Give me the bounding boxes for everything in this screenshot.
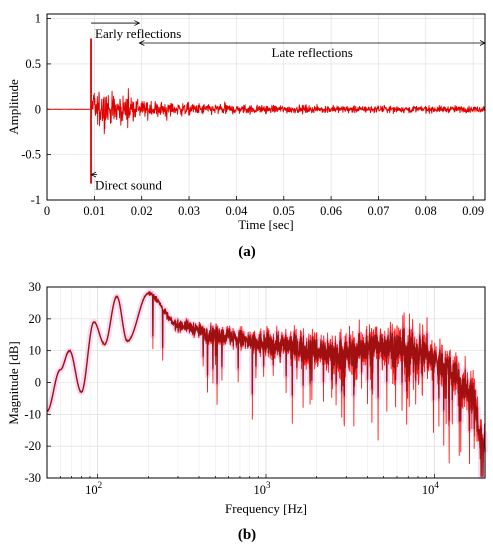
x-tick-label: 103 (254, 480, 272, 497)
y-tick-label: -1 (31, 193, 41, 207)
x-tick-exponent: 2 (98, 480, 103, 490)
impulse-response-line (46, 88, 486, 135)
x-tick-exponent: 3 (266, 480, 271, 490)
y-tick-label: 0 (35, 376, 41, 390)
x-axis-label-a: Time [sec] (238, 217, 294, 232)
x-tick-label: 0.07 (368, 204, 390, 218)
x-tick-label: 102 (85, 480, 102, 497)
y-axis-label-b: Magnitude [dB] (6, 341, 21, 424)
x-tick-base: 10 (422, 483, 435, 497)
x-tick-label: 104 (422, 480, 440, 497)
y-tick-label: -20 (24, 439, 41, 453)
x-tick-label: 0.04 (225, 204, 248, 218)
x-tick-base: 10 (254, 483, 267, 497)
magnitude-smoothed-line (46, 291, 486, 478)
x-tick-label: 0.03 (178, 204, 200, 218)
annotations-a: Early reflections Late reflections Direct … (90, 20, 486, 193)
early-reflections-label: Early reflections (95, 26, 181, 41)
x-tick-label: 0.01 (83, 204, 105, 218)
late-reflections-label: Late reflections (272, 45, 353, 60)
arrow-head (134, 20, 141, 26)
direct-sound-label: Direct sound (95, 178, 162, 193)
x-axis-label-b: Frequency [Hz] (225, 501, 307, 516)
x-tick-base: 10 (85, 483, 98, 497)
axes-frame-b (46, 286, 486, 479)
x-tick-label: 0.06 (320, 204, 342, 218)
y-tick-label: 0.5 (25, 57, 41, 71)
x-tick-label: 0.05 (273, 204, 295, 218)
x-tick-exponent: 4 (434, 480, 439, 490)
caption-b: (b) (238, 527, 256, 543)
x-tick-label: 0.02 (131, 204, 153, 218)
x-tick-label: 0.08 (415, 204, 437, 218)
ticks-a: 0 0.01 0.02 0.03 0.04 0.05 0.06 0.07 0.08 0.09 -1 -… (21, 12, 484, 218)
y-tick-label: 20 (29, 312, 42, 326)
arrow-head (138, 40, 145, 46)
y-tick-label: 0 (35, 102, 41, 116)
caption-a: (a) (238, 244, 256, 260)
y-tick-label: 30 (29, 280, 42, 294)
y-tick-label: -30 (24, 471, 41, 485)
y-tick-label: 1 (35, 12, 41, 26)
axes-frame-a (46, 13, 486, 201)
x-tick-label: 0 (44, 204, 50, 218)
x-tick-label: 0.09 (462, 204, 484, 218)
y-axis-label-a: Amplitude (6, 79, 21, 135)
y-tick-label: -10 (24, 407, 41, 421)
y-tick-label: 10 (29, 344, 42, 358)
impulse-response-plot: 0 0.01 0.02 0.03 0.04 0.05 0.06 0.07 0.08 0.09 -1 -… (6, 12, 486, 260)
y-tick-label: -0.5 (21, 148, 41, 162)
